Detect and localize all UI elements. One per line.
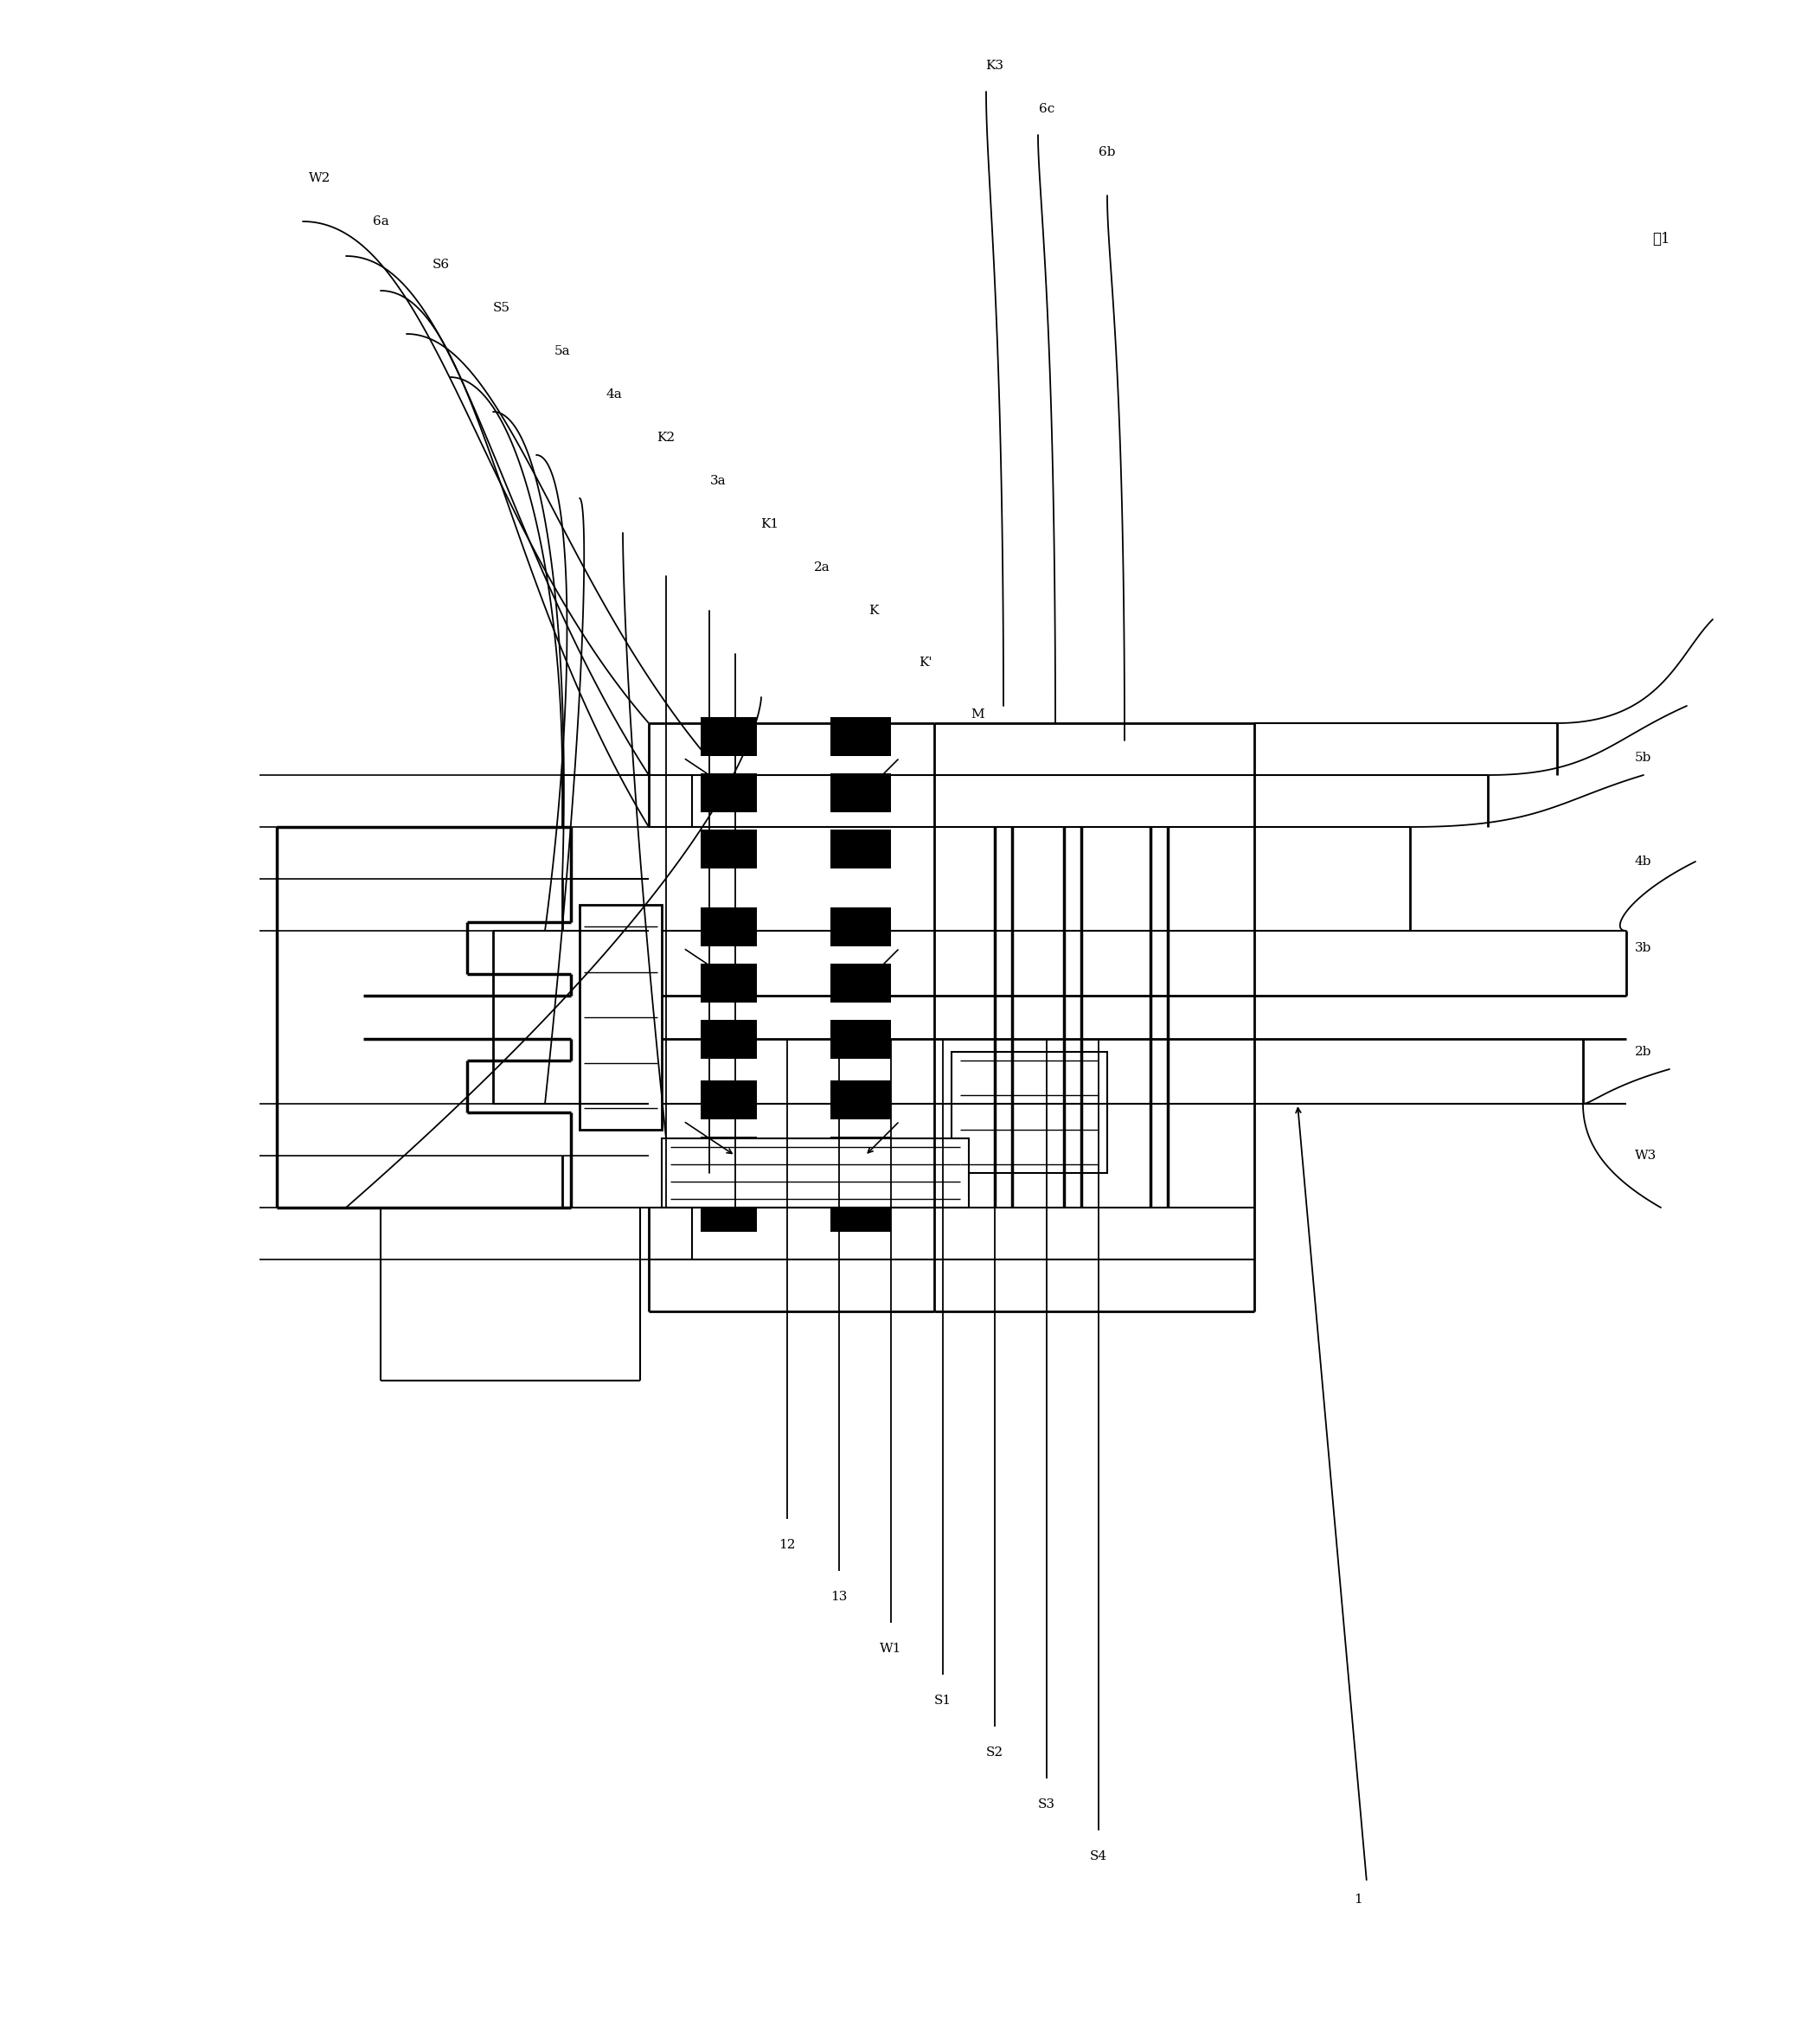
- Text: 6b: 6b: [1099, 147, 1116, 159]
- Bar: [830, 964, 892, 1003]
- Bar: [830, 772, 892, 811]
- Bar: [830, 717, 892, 756]
- Bar: [701, 829, 757, 868]
- Text: S3: S3: [1037, 1798, 1056, 1810]
- Text: 1: 1: [1354, 1893, 1363, 1906]
- Text: W3: W3: [1634, 1149, 1656, 1162]
- Bar: [701, 1137, 757, 1176]
- Text: 5a: 5a: [555, 344, 570, 357]
- Text: S5: S5: [493, 302, 510, 314]
- Bar: [701, 907, 757, 946]
- Text: 4b: 4b: [1634, 856, 1653, 868]
- Text: 6a: 6a: [373, 216, 389, 228]
- Text: 3a: 3a: [710, 475, 726, 487]
- Bar: [952, 1052, 1107, 1174]
- Text: 2a: 2a: [814, 560, 830, 573]
- Text: 図1: 図1: [1653, 232, 1669, 247]
- Bar: [830, 1019, 892, 1058]
- Text: W1: W1: [881, 1643, 903, 1655]
- Bar: [701, 1192, 757, 1231]
- Text: 2b: 2b: [1634, 1045, 1653, 1058]
- Text: S1: S1: [934, 1694, 952, 1706]
- Text: 13: 13: [830, 1592, 848, 1604]
- Text: 3b: 3b: [1634, 942, 1651, 954]
- Text: 12: 12: [779, 1539, 795, 1551]
- Bar: [830, 907, 892, 946]
- Bar: [701, 717, 757, 756]
- Bar: [701, 1019, 757, 1058]
- Text: M: M: [970, 709, 985, 721]
- Bar: [701, 964, 757, 1003]
- Bar: [701, 1080, 757, 1119]
- Bar: [579, 905, 662, 1129]
- Text: K3: K3: [986, 59, 1005, 71]
- Text: S4: S4: [1090, 1851, 1107, 1863]
- Text: W2: W2: [309, 171, 331, 183]
- Bar: [662, 1139, 968, 1209]
- Bar: [701, 772, 757, 811]
- Text: 4a: 4a: [606, 389, 622, 401]
- Text: S6: S6: [433, 259, 450, 271]
- Text: 6c: 6c: [1039, 104, 1054, 114]
- Bar: [830, 1192, 892, 1231]
- Text: K2: K2: [657, 432, 675, 444]
- Text: K1: K1: [761, 518, 779, 530]
- Bar: [830, 829, 892, 868]
- Text: K: K: [868, 605, 879, 618]
- Text: S2: S2: [986, 1747, 1003, 1759]
- Text: K': K': [919, 656, 932, 668]
- Bar: [830, 1137, 892, 1176]
- Bar: [830, 1080, 892, 1119]
- Text: 5b: 5b: [1634, 752, 1651, 764]
